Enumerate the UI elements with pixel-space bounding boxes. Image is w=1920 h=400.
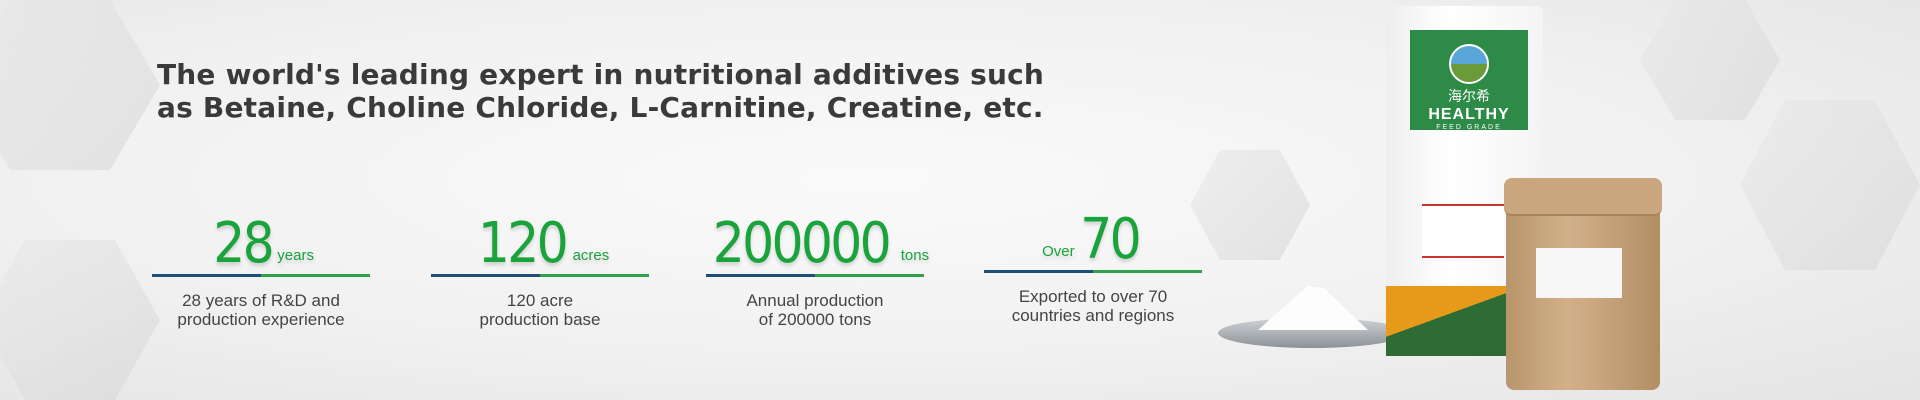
drum-lid <box>1504 178 1662 216</box>
hexagon-decoration <box>0 0 160 170</box>
stat-years: 28 years 28 years of R&D and production ex… <box>152 200 370 329</box>
drum-sticker <box>1536 248 1622 298</box>
powder-pile <box>1258 286 1368 330</box>
stat-desc: production experience <box>177 310 345 329</box>
stat-unit: tons <box>900 247 930 264</box>
divider <box>706 274 924 277</box>
stat-value: 200000 <box>712 211 892 276</box>
stat-prefix: Over <box>1042 243 1075 260</box>
stat-unit: acres <box>572 247 610 264</box>
bag-label: 海尔希 HEALTHY FEED GRADE <box>1410 30 1528 131</box>
stat-desc: Exported to over 70 <box>1018 287 1168 306</box>
stat-desc: of 200000 tons <box>758 310 872 329</box>
stat-desc: production base <box>479 310 601 329</box>
grade: FEED GRADE <box>1436 124 1502 131</box>
bag-sticker <box>1422 204 1504 258</box>
stat-value: 28 <box>213 211 274 276</box>
brand-logo-icon <box>1449 44 1489 84</box>
stat-desc: 120 acre <box>506 291 574 310</box>
stat-desc: countries and regions <box>1011 306 1175 325</box>
hexagon-decoration <box>1190 150 1310 260</box>
divider <box>152 274 370 277</box>
product-drum <box>1504 178 1662 390</box>
brand-cn: 海尔希 <box>1448 88 1490 104</box>
divider <box>984 270 1202 273</box>
stat-value: 120 <box>477 211 569 276</box>
stat-desc: 28 years of R&D and <box>182 291 340 310</box>
stat-desc: Annual production <box>746 291 884 310</box>
brand-name: HEALTHY <box>1428 106 1510 123</box>
stat-value: 70 <box>1079 207 1141 272</box>
hexagon-decoration <box>1640 0 1780 120</box>
stat-tons: 200000 tons Annual production of 200000 to… <box>706 200 929 329</box>
stat-countries: Over 70 Exported to over 70 countries and … <box>984 196 1202 325</box>
hexagon-decoration <box>1740 100 1920 270</box>
divider <box>431 274 649 277</box>
hexagon-decoration <box>0 240 160 400</box>
stat-unit: years <box>277 247 314 264</box>
headline: The world's leading expert in nutritiona… <box>157 58 1045 124</box>
stat-acres: 120 acres 120 acre production base <box>431 200 649 329</box>
